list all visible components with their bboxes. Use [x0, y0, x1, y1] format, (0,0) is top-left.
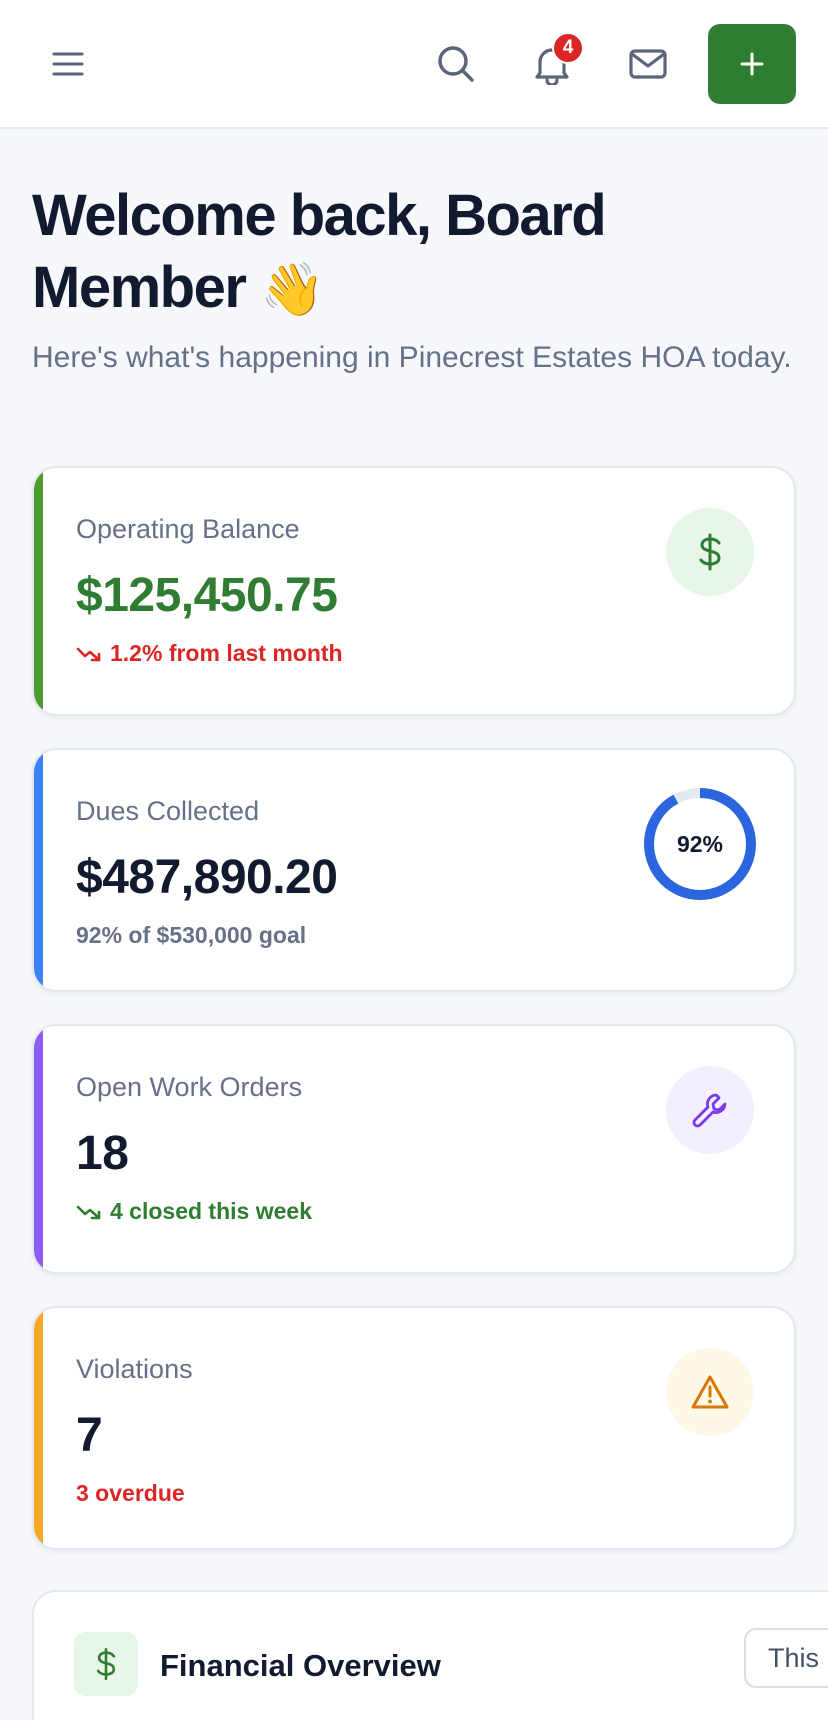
trend-text: 1.2% from last month: [110, 640, 343, 666]
wave-emoji: 👋: [260, 261, 325, 319]
section-title: Financial Overview: [160, 1648, 441, 1683]
work-orders-card[interactable]: Open Work Orders 18 4 closed this week: [32, 1024, 796, 1274]
plus-icon: [740, 52, 764, 76]
progress-ring: [644, 788, 756, 900]
financial-icon-box: [74, 1632, 138, 1696]
card-trend: 1.2% from last month: [76, 640, 343, 667]
welcome-text: Welcome back, Board Member: [32, 183, 607, 320]
card-label: Operating Balance: [76, 514, 300, 544]
operating-balance-card[interactable]: Operating Balance $125,450.75 1.2% from …: [32, 466, 796, 716]
card-icon-circle: [666, 508, 754, 596]
card-value: 18: [76, 1127, 129, 1180]
dollar-icon: [699, 533, 721, 571]
card-label: Open Work Orders: [76, 1072, 303, 1102]
search-icon: [438, 46, 474, 82]
card-accent: [34, 468, 43, 714]
card-value: 7: [76, 1409, 103, 1462]
hamburger-icon: [52, 52, 84, 76]
add-button[interactable]: [708, 24, 796, 104]
card-accent: [34, 750, 43, 990]
card-accent: [34, 1026, 43, 1272]
card-label: Dues Collected: [76, 796, 260, 826]
card-value: $487,890.20: [76, 851, 338, 904]
card-icon-circle: [666, 1348, 754, 1436]
violations-card[interactable]: Violations 7 3 overdue: [32, 1306, 796, 1550]
mail-icon: [629, 49, 667, 79]
warning-icon: [691, 1375, 729, 1409]
search-button[interactable]: [432, 40, 480, 88]
period-select[interactable]: This: [744, 1628, 828, 1688]
wrench-icon: [692, 1093, 727, 1128]
menu-button[interactable]: [44, 40, 92, 88]
top-bar: 4: [0, 0, 828, 129]
card-note: 4 closed this week: [76, 1198, 312, 1225]
dues-collected-card[interactable]: Dues Collected $487,890.20 92% of $530,0…: [32, 748, 796, 992]
dollar-icon: [96, 1647, 116, 1681]
card-note: 92% of $530,000 goal: [76, 922, 307, 948]
note-text: 4 closed this week: [110, 1198, 312, 1224]
financial-overview-card: Financial Overview This: [32, 1590, 828, 1720]
card-icon-circle: [666, 1066, 754, 1154]
trending-down-icon: [76, 1205, 101, 1219]
progress-label: 92%: [676, 830, 724, 857]
page-title: Welcome back, Board Member 👋: [32, 180, 772, 326]
messages-button[interactable]: [624, 40, 672, 88]
trending-down-icon: [76, 647, 101, 661]
notification-badge: 4: [552, 32, 584, 64]
card-accent: [34, 1308, 43, 1548]
page-subtitle: Here's what's happening in Pinecrest Est…: [32, 341, 792, 374]
card-note: 3 overdue: [76, 1480, 185, 1506]
card-value: $125,450.75: [76, 569, 338, 622]
card-label: Violations: [76, 1354, 193, 1384]
